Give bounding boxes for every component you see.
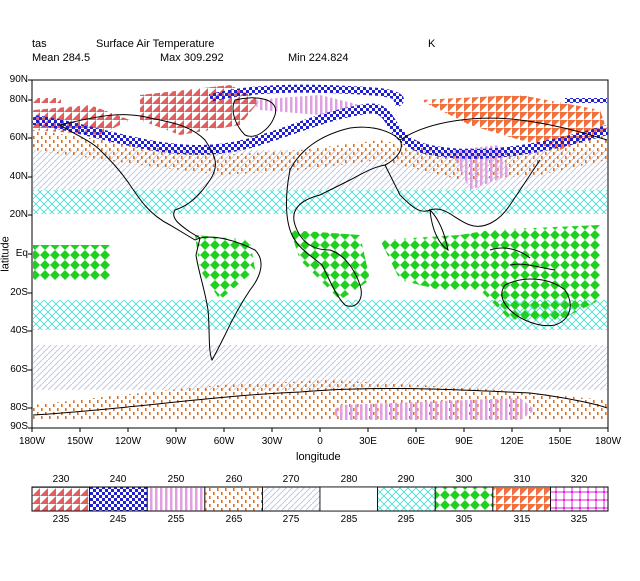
x-tick-label: 120W xyxy=(114,436,142,447)
coast-antarctica xyxy=(32,387,608,416)
y-tick-label: 90N xyxy=(9,74,28,85)
y-tick-label: 60N xyxy=(9,132,28,143)
min-value: Min 224.824 xyxy=(288,52,349,64)
legend-swatch-240 xyxy=(89,486,148,512)
legend-top-label: 320 xyxy=(570,474,588,485)
x-axis-title: longitude xyxy=(296,451,341,463)
legend-swatch-300 xyxy=(434,486,494,512)
y-tick-label: 20N xyxy=(9,209,28,220)
legend-bottom-label: 315 xyxy=(513,514,531,525)
x-tick-label: 0 xyxy=(317,436,323,447)
legend-swatch-250 xyxy=(146,486,206,512)
legend-bottom-label: 285 xyxy=(340,514,358,525)
x-tick-label: 120E xyxy=(500,436,524,447)
legend-top-label: 240 xyxy=(109,474,127,485)
legend-top-label: 270 xyxy=(282,474,300,485)
legend-swatch-280 xyxy=(319,486,378,512)
coast-europe-africa xyxy=(285,126,402,307)
y-tick-label: 20S xyxy=(10,287,28,298)
legend-swatch-310 xyxy=(492,486,551,512)
legend-top-label: 310 xyxy=(513,474,531,485)
y-tick-label: Eq xyxy=(15,248,28,259)
x-tick-label: 180W xyxy=(594,436,622,447)
coast-greenland xyxy=(232,97,277,137)
legend-bottom-label: 295 xyxy=(397,514,415,525)
band-300-southamerica xyxy=(195,235,255,300)
coast-australia xyxy=(501,278,571,327)
coastlines xyxy=(32,97,608,416)
y-tick-label: 80S xyxy=(10,402,28,413)
x-tick-label: 180W xyxy=(18,436,46,447)
tick-marks xyxy=(28,79,609,432)
legend-swatch-260 xyxy=(204,486,263,512)
legend-top-label: 250 xyxy=(167,474,185,485)
legend-top-label: 290 xyxy=(397,474,415,485)
color-legend xyxy=(31,486,609,512)
legend-swatch-270 xyxy=(261,486,321,512)
legend-bottom-label: 305 xyxy=(455,514,473,525)
legend-bottom-label: 255 xyxy=(167,514,185,525)
y-tick-label: 90S xyxy=(10,421,28,432)
legend-bottom-label: 325 xyxy=(570,514,588,525)
map-plot-area xyxy=(28,79,609,432)
legend-bottom-label: 265 xyxy=(225,514,243,525)
y-tick-label: 40S xyxy=(10,325,28,336)
band-230-west xyxy=(33,98,61,103)
band-240-east xyxy=(565,98,607,103)
coast-north-america xyxy=(58,114,216,241)
band-300-eastpac xyxy=(33,245,110,280)
units-label: K xyxy=(428,38,436,50)
band-240-ring xyxy=(32,103,609,159)
y-tick-label: 80N xyxy=(9,94,28,105)
x-tick-label: 150E xyxy=(548,436,572,447)
variable-long-name: Surface Air Temperature xyxy=(96,38,215,50)
legend-bottom-label: 235 xyxy=(52,514,70,525)
legend-swatch-320 xyxy=(550,486,609,512)
max-value: Max 309.292 xyxy=(160,52,224,64)
legend-swatch-290 xyxy=(377,486,436,512)
x-tick-label: 150W xyxy=(66,436,94,447)
legend-bottom-label: 245 xyxy=(109,514,127,525)
x-tick-label: 90W xyxy=(165,436,187,447)
x-tick-label: 30E xyxy=(359,436,377,447)
y-axis-title: latitude xyxy=(0,236,12,272)
legend-top-label: 300 xyxy=(455,474,473,485)
legend-bottom-label: 275 xyxy=(282,514,300,525)
band-290-north xyxy=(33,190,607,214)
band-250-antarctica xyxy=(332,398,535,420)
coast-india xyxy=(429,208,449,252)
coast-south-america xyxy=(195,236,262,362)
band-240-arc xyxy=(208,84,404,108)
x-tick-label: 30W xyxy=(261,436,283,447)
variable-name: tas xyxy=(32,38,47,50)
legend-top-label: 230 xyxy=(52,474,70,485)
mean-value: Mean 284.5 xyxy=(32,52,91,64)
band-250-arctic xyxy=(250,95,360,115)
x-tick-label: 90E xyxy=(455,436,473,447)
y-tick-label: 40N xyxy=(9,171,28,182)
x-tick-label: 60W xyxy=(213,436,235,447)
legend-top-label: 280 xyxy=(340,474,358,485)
band-300-indopacific xyxy=(380,225,600,320)
x-tick-label: 60E xyxy=(407,436,425,447)
legend-swatch-230 xyxy=(31,486,90,512)
y-tick-label: 60S xyxy=(10,364,28,375)
legend-top-label: 260 xyxy=(225,474,243,485)
band-310-siberia xyxy=(420,95,607,150)
coast-indonesia xyxy=(489,247,556,271)
coast-asia xyxy=(384,117,608,227)
band-300-africa xyxy=(290,230,370,300)
